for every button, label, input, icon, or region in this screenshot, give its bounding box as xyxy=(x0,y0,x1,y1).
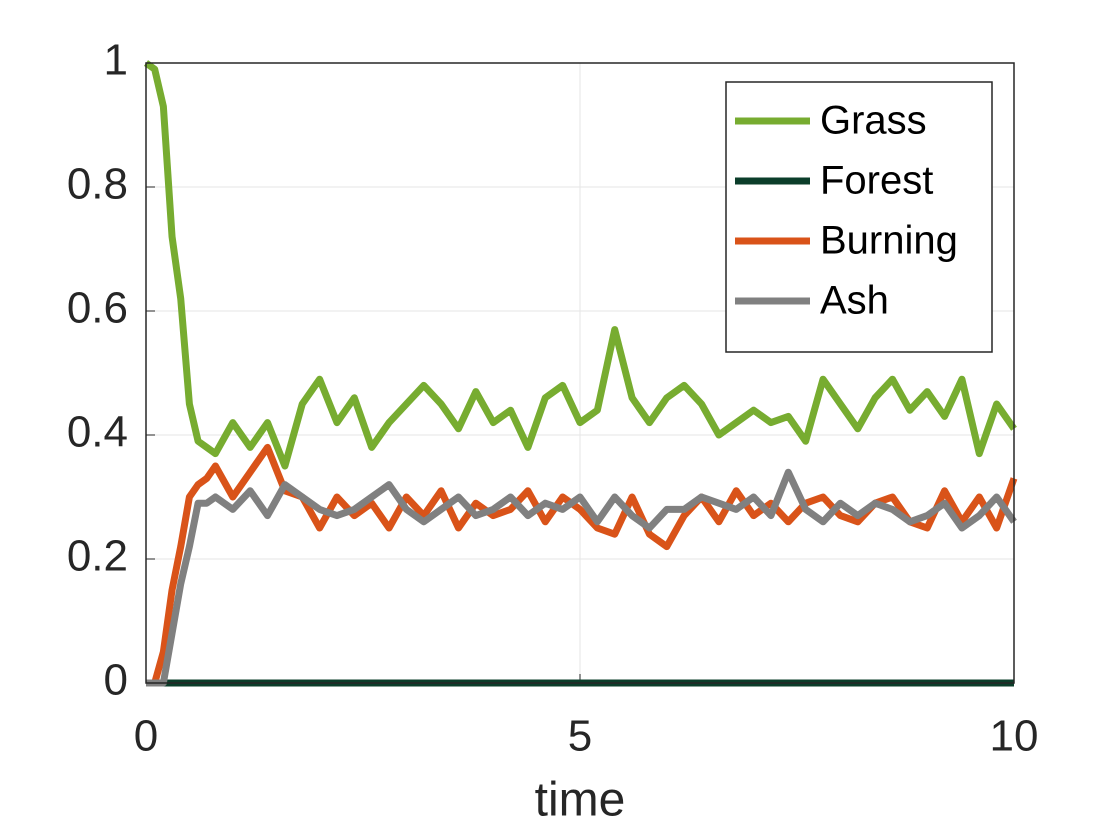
legend-label: Grass xyxy=(820,99,927,143)
y-tick-label: 0.2 xyxy=(67,532,128,581)
x-tick-label: 0 xyxy=(134,712,158,761)
axes-box xyxy=(145,62,1015,684)
y-tick-label: 0.4 xyxy=(67,408,128,457)
series-line xyxy=(143,60,1017,470)
legend-box xyxy=(725,81,993,353)
y-tick-label: 1 xyxy=(104,36,128,85)
series-line xyxy=(146,443,1018,687)
x-axis-label: time xyxy=(535,774,626,827)
legend-label: Burning xyxy=(820,219,958,263)
y-tick-label: 0.8 xyxy=(67,160,128,209)
x-tick-label: 5 xyxy=(568,712,592,761)
y-tick-label: 0 xyxy=(104,656,128,705)
legend-label: Forest xyxy=(820,159,933,203)
y-tick-label: 0.6 xyxy=(67,284,128,333)
legend-label: Ash xyxy=(820,279,889,323)
x-tick-label: 10 xyxy=(990,712,1039,761)
series-line xyxy=(146,468,1017,687)
